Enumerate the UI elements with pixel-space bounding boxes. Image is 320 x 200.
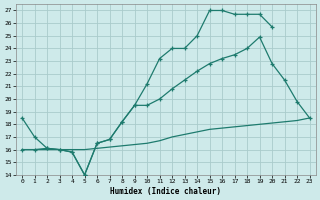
- X-axis label: Humidex (Indice chaleur): Humidex (Indice chaleur): [110, 187, 221, 196]
